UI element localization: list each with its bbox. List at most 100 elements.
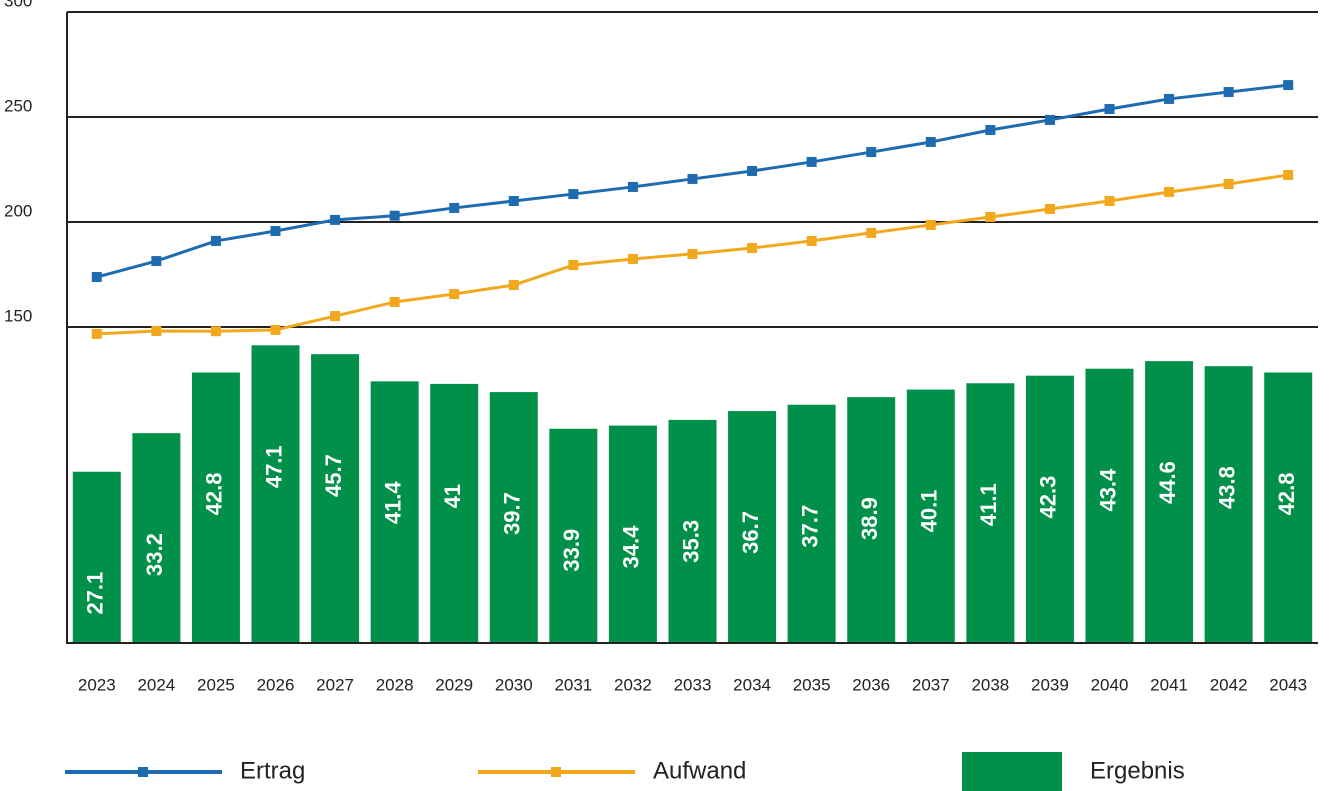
bar-value-label: 42.8	[202, 473, 227, 516]
bar	[430, 383, 479, 643]
x-tick-label: 2040	[1091, 675, 1129, 694]
x-tick-label: 2024	[137, 675, 175, 694]
x-tick-label: 2028	[376, 675, 414, 694]
line-marker	[330, 311, 341, 322]
line-marker	[1104, 196, 1115, 206]
bar-value-label: 47.1	[261, 445, 286, 488]
bar-value-label: 41.4	[380, 481, 405, 525]
line-marker	[806, 235, 817, 246]
bar-value-label: 41.1	[976, 483, 1001, 526]
x-tick-label: 2031	[554, 675, 592, 694]
legend-label: Aufwand	[653, 757, 746, 784]
line-marker	[449, 289, 460, 300]
bar	[251, 345, 300, 643]
line-marker	[1283, 169, 1294, 180]
line-marker	[508, 280, 519, 290]
line-marker	[151, 256, 162, 267]
line-marker	[568, 189, 579, 200]
bar	[1085, 368, 1134, 643]
line-marker	[866, 147, 877, 158]
x-tick-label: 2037	[912, 675, 950, 694]
bar-value-label: 45.7	[321, 454, 346, 497]
line-marker	[1223, 87, 1234, 98]
bars	[72, 345, 1313, 643]
bar-value-label: 33.2	[142, 533, 167, 576]
line-marker	[866, 227, 877, 238]
x-tick-label: 2038	[971, 675, 1009, 694]
bar-value-label: 34.4	[619, 525, 644, 569]
bar	[1025, 375, 1074, 643]
x-tick-label: 2026	[257, 675, 295, 694]
bar-value-label: 27.1	[83, 572, 108, 615]
bar	[668, 419, 717, 643]
bar-value-label: 43.8	[1214, 466, 1239, 509]
bar-value-label: 38.9	[857, 497, 882, 540]
x-tick-label: 2029	[435, 675, 473, 694]
line-marker	[270, 226, 281, 237]
line-marker	[151, 325, 162, 336]
y-tick-label: 250	[4, 96, 32, 115]
bar	[1204, 366, 1253, 643]
bar-value-label: 35.3	[678, 520, 703, 563]
bar	[132, 433, 181, 643]
x-tick-label: 2032	[614, 675, 652, 694]
legend-label: Ertrag	[240, 757, 305, 784]
line-marker	[91, 272, 102, 283]
x-tick-label: 2042	[1210, 675, 1248, 694]
x-tick-label: 2034	[733, 675, 771, 694]
bar	[72, 471, 121, 643]
y-tick-label: 150	[4, 306, 32, 325]
legend-marker	[138, 767, 148, 777]
x-tick-label: 2033	[674, 675, 712, 694]
bar-value-label: 42.3	[1036, 476, 1061, 519]
bar	[311, 354, 360, 643]
bar-value-label: 33.9	[559, 529, 584, 572]
x-tick-label: 2035	[793, 675, 831, 694]
line-marker	[687, 173, 698, 184]
line-marker	[1283, 80, 1294, 91]
bar	[549, 428, 598, 643]
line-marker	[210, 326, 221, 337]
grid	[67, 11, 1318, 328]
line-marker	[806, 156, 817, 167]
bar	[191, 372, 240, 643]
line-marker	[91, 328, 102, 339]
bar-value-label: 43.4	[1095, 468, 1120, 512]
line-marker	[389, 210, 400, 221]
x-tick-label: 2043	[1269, 675, 1307, 694]
bar-value-label: 42.8	[1274, 473, 1299, 516]
legend-swatch	[962, 752, 1062, 791]
x-tick-label: 2025	[197, 675, 235, 694]
line-marker	[1164, 186, 1175, 197]
x-tick-label: 2041	[1150, 675, 1188, 694]
line-marker	[687, 248, 698, 259]
x-tick-label: 2023	[78, 675, 116, 694]
x-tick-label: 2036	[852, 675, 890, 694]
bar	[608, 425, 657, 643]
bar-value-label: 44.6	[1155, 461, 1180, 504]
bar	[906, 389, 955, 643]
line-marker	[747, 165, 758, 176]
line-marker	[1044, 114, 1055, 125]
line-marker	[1223, 178, 1234, 189]
bar-value-label: 40.1	[917, 490, 942, 533]
line-marker	[985, 211, 996, 222]
line-marker	[627, 253, 638, 264]
line-marker	[1104, 104, 1115, 115]
bar	[966, 383, 1015, 643]
line-marker	[627, 181, 638, 192]
line-marker	[747, 243, 758, 254]
bar-value-label: 41	[440, 484, 465, 508]
x-tick-label: 2039	[1031, 675, 1069, 694]
line-marker	[568, 260, 579, 271]
line-marker	[508, 196, 519, 206]
x-tick-label: 2030	[495, 675, 533, 694]
y-tick-label: 200	[4, 201, 32, 220]
line-marker	[985, 125, 996, 136]
lines	[91, 80, 1294, 339]
line-marker	[449, 202, 460, 213]
legend: Ertrag Aufwand Ergebnis	[65, 752, 1185, 791]
line-marker	[330, 214, 341, 225]
line-marker	[925, 219, 936, 230]
